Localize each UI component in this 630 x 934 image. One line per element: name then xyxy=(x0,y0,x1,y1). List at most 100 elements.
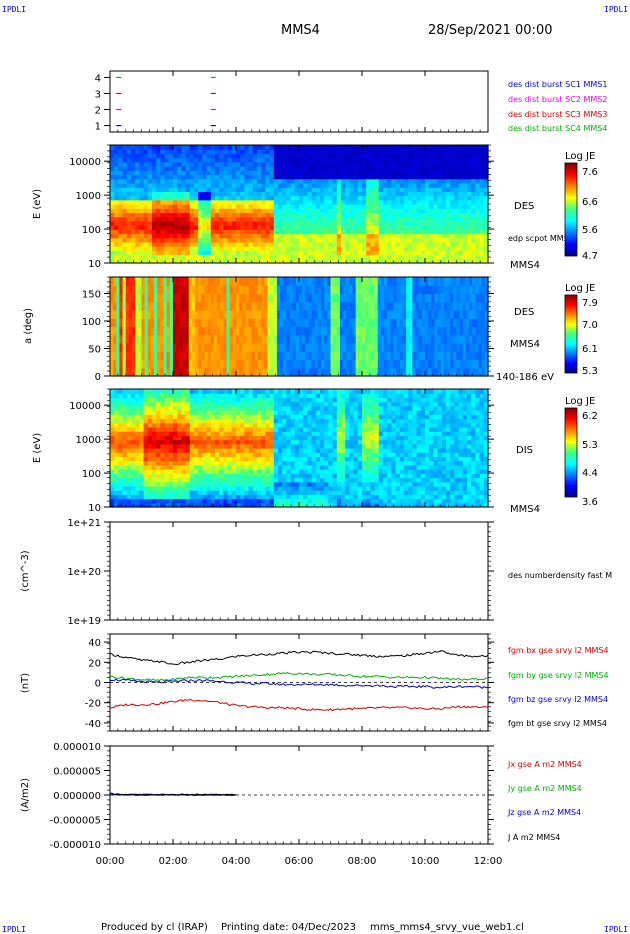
des-energy-cell xyxy=(244,246,250,251)
des-pitch-cell xyxy=(384,285,388,295)
des-energy-cell xyxy=(387,229,392,235)
des-energy-cell xyxy=(307,191,313,197)
des-pitch-cell xyxy=(207,310,212,319)
des-energy-cell xyxy=(194,174,199,180)
des-pitch-cell xyxy=(132,351,136,361)
dis-energy-cell xyxy=(202,477,208,483)
des-pitch-cell xyxy=(144,367,149,377)
dis-energy-cell xyxy=(219,490,224,495)
des-energy-cell xyxy=(441,187,447,192)
des-energy-cell xyxy=(139,237,145,243)
des-pitch-cell xyxy=(346,277,350,286)
des-energy-cell xyxy=(215,208,220,214)
des-energy-cell xyxy=(303,157,308,163)
des-energy-cell xyxy=(408,182,413,188)
des-pitch-cell xyxy=(314,343,319,352)
des-energy-cell xyxy=(454,153,460,159)
des-pitch-cell xyxy=(475,310,480,319)
des-energy-cell xyxy=(131,195,136,201)
des-pitch-cell xyxy=(289,326,294,336)
des-energy-cell xyxy=(147,225,153,230)
des-energy-cell xyxy=(391,149,397,155)
des-energy-cell xyxy=(210,166,216,171)
des-energy-cell xyxy=(345,237,350,243)
des-pitch-cell xyxy=(462,367,467,377)
des-pitch-cell xyxy=(204,277,209,286)
des-pitch-cell xyxy=(119,367,124,377)
dis-energy-cell xyxy=(122,456,128,462)
des-pitch-cell xyxy=(447,326,451,336)
des-energy-cell xyxy=(198,237,203,243)
des-energy-cell xyxy=(471,204,476,209)
dis-energy-cell xyxy=(231,464,237,470)
des-energy-cell xyxy=(177,225,182,230)
des-pitch-cell xyxy=(264,285,269,295)
des-energy-cell xyxy=(168,237,174,243)
des-pitch-cell xyxy=(459,367,464,377)
des-energy-cell xyxy=(437,250,443,256)
dis-energy-cell xyxy=(114,418,119,424)
des-pitch-cell xyxy=(302,285,306,295)
des-energy-cell xyxy=(160,187,166,192)
des-energy-cell xyxy=(479,254,485,260)
des-energy-cell xyxy=(479,250,485,256)
des-energy-cell xyxy=(370,216,376,222)
des-energy-cell xyxy=(227,145,233,150)
dis-energy-cell xyxy=(173,485,178,491)
dis-energy-cell xyxy=(126,410,132,415)
des-energy-cell xyxy=(244,220,250,226)
des-pitch-cell xyxy=(195,326,199,336)
des-energy-cell xyxy=(425,258,430,264)
des-energy-cell xyxy=(345,220,350,226)
des-energy-cell xyxy=(236,241,241,247)
des-energy-cell xyxy=(290,174,296,180)
dis-energy-cell xyxy=(227,431,233,436)
des-energy-cell xyxy=(164,166,170,171)
des-energy-cell xyxy=(164,161,170,167)
des-energy-cell xyxy=(420,237,426,243)
des-energy-cell xyxy=(404,187,409,192)
dis-energy-cell xyxy=(231,477,237,483)
des-pitch-cell xyxy=(362,367,366,377)
des-pitch-cell xyxy=(472,310,476,319)
dis-energy-cell xyxy=(160,485,166,491)
des-pitch-cell xyxy=(431,326,436,336)
des-pitch-cell xyxy=(421,318,426,328)
des-pitch-cell xyxy=(421,351,426,361)
dis-energy-cell xyxy=(215,485,220,491)
des-energy-cell xyxy=(307,170,313,176)
des-energy-cell xyxy=(378,170,384,176)
dis-energy-cell xyxy=(223,481,229,487)
des-energy-cell xyxy=(437,157,443,163)
des-energy-cell xyxy=(353,254,359,260)
des-pitch-cell xyxy=(305,277,310,286)
des-pitch-cell xyxy=(188,326,193,336)
dis-energy-cell xyxy=(114,494,119,500)
des-energy-cell xyxy=(198,153,203,159)
des-energy-cell xyxy=(240,161,245,167)
des-energy-cell xyxy=(370,187,376,192)
des-pitch-cell xyxy=(330,285,335,295)
des-pitch-cell xyxy=(229,367,234,377)
des-pitch-cell xyxy=(276,334,281,344)
des-energy-cell xyxy=(479,195,485,201)
des-pitch-cell xyxy=(418,343,423,352)
des-pitch-cell xyxy=(437,318,442,328)
des-pitch-cell xyxy=(456,334,461,344)
des-energy-cell xyxy=(471,153,476,159)
dis-energy-cell xyxy=(210,456,216,462)
dis-energy-cell xyxy=(189,397,195,403)
dis-energy-cell xyxy=(177,405,182,411)
des-pitch-cell xyxy=(396,326,401,336)
des-energy-cell xyxy=(189,241,195,247)
dis-energy-cell xyxy=(236,485,241,491)
des-pitch-cell xyxy=(409,293,413,303)
des-energy-cell xyxy=(286,254,292,260)
des-pitch-cell xyxy=(472,301,476,311)
des-pitch-cell xyxy=(355,318,360,328)
des-pitch-cell xyxy=(299,326,303,336)
des-energy-cell xyxy=(471,229,476,235)
des-energy-cell xyxy=(387,254,392,260)
des-energy-cell xyxy=(345,191,350,197)
dis-energy-cell xyxy=(219,401,224,407)
